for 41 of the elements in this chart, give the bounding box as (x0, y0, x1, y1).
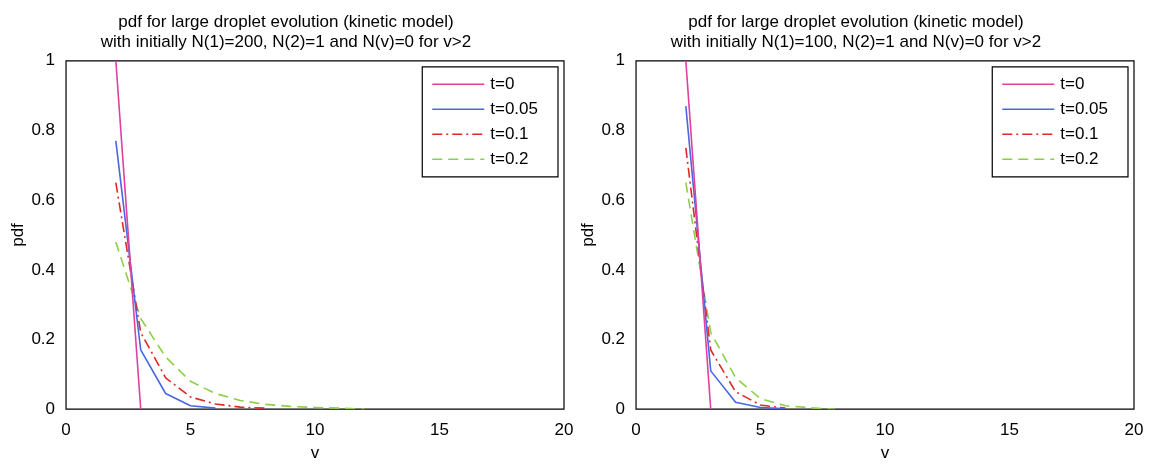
y-tick-label: 0.6 (601, 189, 626, 209)
y-tick-label: 0.8 (31, 120, 56, 140)
y-tick-label: 0.4 (601, 259, 626, 279)
x-axis-title: v (310, 443, 320, 463)
y-tick-label: 1 (45, 50, 56, 70)
legend-label: t=0 (1060, 73, 1085, 93)
y-tick-label: 0.2 (601, 329, 626, 349)
legend-label: t=0.05 (1060, 98, 1109, 118)
y-tick-label: 0.4 (31, 259, 56, 279)
x-tick-label: 20 (554, 420, 574, 440)
y-tick-label: 0.8 (601, 120, 626, 140)
y-tick-label: 0.2 (31, 329, 56, 349)
legend-label: t=0.2 (1060, 148, 1099, 168)
legend-label: t=0.2 (490, 148, 529, 168)
x-tick-label: 0 (631, 420, 641, 440)
chart-title: pdf for large droplet evolution (kinetic model) (688, 11, 1024, 31)
line-series (115, 241, 366, 410)
x-tick-label: 15 (1000, 420, 1019, 440)
chart-title: pdf for large droplet evolution (kinetic model) (118, 11, 454, 31)
y-axis-title: pdf (7, 222, 27, 247)
x-tick-label: 20 (1124, 420, 1144, 440)
x-tick-label: 5 (185, 420, 196, 440)
legend-label: t=0.1 (490, 123, 529, 143)
line-series (115, 181, 267, 409)
legend-label: t=0 (490, 73, 515, 93)
x-tick-label: 10 (875, 420, 895, 440)
y-tick-label: 1 (615, 50, 626, 70)
y-tick-label: 0 (615, 398, 626, 418)
y-tick-label: 0.6 (31, 189, 56, 209)
legend-label: t=0.05 (490, 98, 539, 118)
x-tick-label: 0 (61, 420, 71, 440)
x-tick-label: 10 (305, 420, 325, 440)
line-series (685, 181, 837, 410)
x-axis-title: v (880, 443, 890, 463)
y-tick-label: 0 (45, 398, 56, 418)
x-tick-label: 5 (755, 420, 766, 440)
chart-subtitle: with initially N(1)=100, N(2)=1 and N(v)=0 for v>2 (669, 32, 1042, 52)
chart-subtitle: with initially N(1)=200, N(2)=1 and N(v)=0 for v>2 (99, 32, 472, 52)
y-axis-title: pdf (577, 222, 597, 247)
x-tick-label: 15 (430, 420, 449, 440)
legend-label: t=0.1 (1060, 123, 1099, 143)
